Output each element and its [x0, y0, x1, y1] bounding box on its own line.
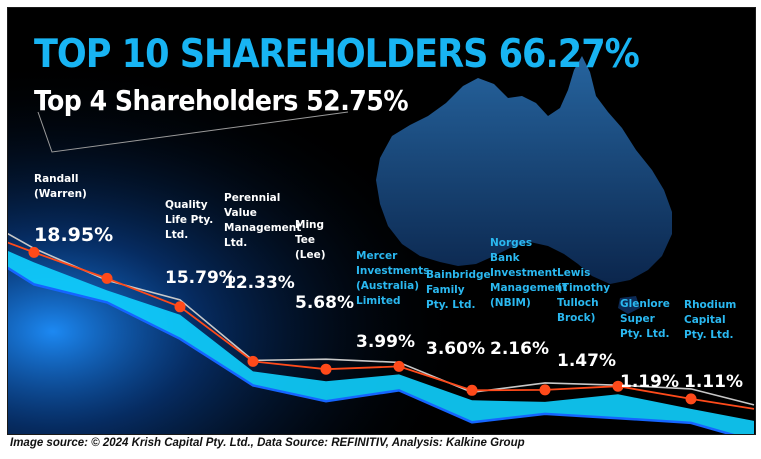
data-point-7 — [466, 384, 478, 396]
value-label-10: 1.11% — [684, 372, 743, 392]
data-point-5 — [320, 363, 332, 375]
shareholder-name-3: Perennial Value Management Ltd. — [224, 192, 301, 249]
data-point-4 — [247, 355, 259, 367]
value-label-9: 1.19% — [620, 372, 679, 392]
data-point-6 — [393, 360, 405, 372]
shareholder-name-5: Mercer Investments (Australia) Limited — [356, 250, 429, 307]
shareholder-name-9: Glenlore Super Pty. Ltd. — [620, 298, 670, 340]
value-label-3: 12.33% — [224, 273, 295, 293]
chart-subtitle: Top 4 Shareholders 52.75% — [34, 84, 409, 117]
trend-line — [8, 232, 755, 406]
shareholder-name-4: Ming Tee (Lee) — [295, 219, 326, 261]
data-point-3 — [174, 301, 186, 313]
data-point-1 — [28, 246, 40, 258]
value-label-8: 1.47% — [557, 351, 616, 371]
data-point-8 — [539, 384, 551, 396]
value-label-7: 2.16% — [490, 339, 549, 359]
shareholder-name-2: Quality Life Pty. Ltd. — [165, 199, 213, 241]
data-point-9 — [612, 380, 624, 392]
series-line — [8, 241, 755, 410]
shareholders-chart: Randall (Warren) 18.95% Quality Life Pty. Ltd… — [8, 8, 755, 434]
chart-panel: Randall (Warren) 18.95% Quality Life Pty. Ltd… — [7, 7, 756, 435]
shareholding-band-edge — [8, 266, 735, 434]
value-label-1: 18.95% — [34, 224, 113, 246]
shareholding-band — [8, 251, 754, 434]
value-label-4: 5.68% — [295, 293, 354, 313]
value-label-6: 3.60% — [426, 339, 485, 359]
value-label-5: 3.99% — [356, 332, 415, 352]
value-label-2: 15.79% — [165, 268, 236, 288]
shareholder-name-1: Randall (Warren) — [34, 173, 87, 200]
data-point-10 — [685, 393, 697, 405]
chart-title: TOP 10 SHAREHOLDERS 66.27% — [34, 32, 640, 77]
shareholder-name-8: Lewis (Timothy Tulloch Brock) — [557, 267, 610, 324]
shareholder-name-6: Bainbridge Family Pty. Ltd. — [426, 269, 491, 311]
source-footer: Image source: © 2024 Krish Capital Pty. … — [10, 437, 525, 449]
australia-map-icon — [376, 56, 672, 284]
shareholder-name-7: Norges Bank Investment Management (NBIM) — [490, 237, 567, 309]
shareholder-name-10: Rhodium Capital Pty. Ltd. — [684, 299, 736, 341]
title-connector — [37, 111, 349, 153]
data-point-2 — [101, 272, 113, 284]
tasmania-icon — [618, 296, 640, 314]
